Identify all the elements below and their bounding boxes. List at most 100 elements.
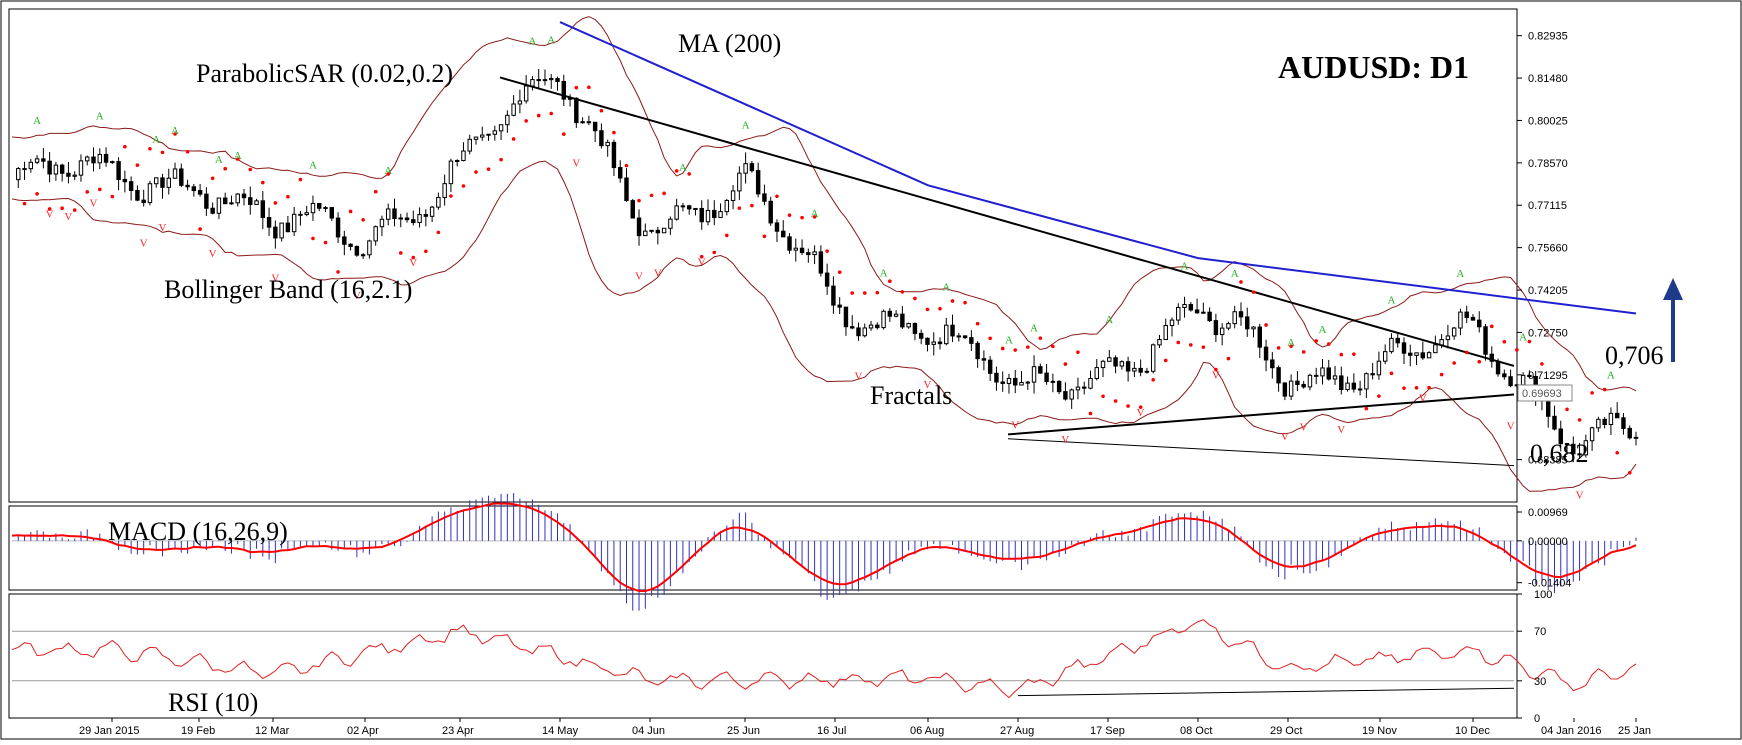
trendline-layer — [499, 76, 1515, 467]
candle-body — [1614, 412, 1620, 419]
candle-body — [22, 168, 27, 171]
candle-body — [1150, 344, 1156, 372]
sar-dot — [1602, 387, 1607, 392]
sar-dot — [662, 191, 666, 196]
candle-body — [1044, 372, 1049, 382]
fractal-up-icon: A — [1105, 314, 1113, 326]
sar-dot — [1126, 404, 1130, 408]
fractal-down-icon: V — [1212, 369, 1220, 381]
candle-body — [987, 359, 993, 374]
candle-body — [1439, 339, 1444, 346]
rsi-tick-label: 70 — [1534, 626, 1546, 638]
sar-dot — [511, 137, 516, 141]
sar-dot — [223, 166, 227, 171]
bollinger-upper — [11, 16, 1637, 392]
candle-body — [762, 193, 767, 202]
up-arrow-icon — [1663, 278, 1683, 362]
sar-dot — [637, 198, 641, 203]
candle-body — [1564, 443, 1570, 446]
sar-dot — [72, 208, 77, 212]
candle-body — [417, 214, 422, 224]
macd-tick-label: -0.01404 — [1528, 578, 1571, 590]
candle-body — [1069, 389, 1074, 400]
macd-label: MACD (16,26,9) — [108, 517, 288, 546]
candle-body — [925, 337, 930, 345]
candle-body — [1339, 375, 1344, 391]
candle-body — [868, 324, 874, 329]
candle-body — [856, 327, 861, 337]
axes-layer: 0.82935 0.81480 0.80025 0.78570 0.77115 0.756… — [79, 31, 1651, 737]
sar-dot — [486, 167, 491, 171]
candle-body — [1063, 391, 1068, 400]
candle-body — [655, 229, 661, 234]
candle-body — [1520, 374, 1526, 386]
rsi-label: RSI (10) — [168, 688, 258, 717]
fractal-up-icon: A — [1387, 294, 1395, 306]
candle-body — [1288, 380, 1294, 397]
sar-dot — [850, 291, 855, 295]
candle-body — [793, 247, 799, 251]
sar-dot — [1389, 371, 1394, 376]
candle-body — [1464, 311, 1469, 318]
candle-body — [956, 335, 962, 338]
sar-dot — [436, 230, 441, 235]
sar-dot — [938, 306, 942, 311]
fractal-down-icon: V — [1576, 490, 1584, 502]
candle-body — [1408, 352, 1413, 356]
candle-body — [310, 202, 316, 214]
sar-dot — [524, 119, 528, 123]
candle-body — [799, 247, 805, 254]
candle-body — [1282, 382, 1288, 397]
candle-body — [705, 209, 711, 223]
sar-dot — [449, 194, 453, 198]
candle-body — [1589, 427, 1595, 442]
x-tick-label: 02 Apr — [347, 725, 379, 737]
candle-body — [1558, 428, 1563, 445]
candle-body — [153, 177, 159, 185]
sar-dot — [1577, 418, 1582, 422]
fractal-up-icon: A — [1181, 261, 1189, 273]
candle-body — [147, 183, 153, 204]
x-tick-label: 08 Oct — [1180, 725, 1212, 737]
x-tick-label: 27 Aug — [1000, 725, 1034, 737]
candle-body — [906, 323, 911, 328]
sar-dot — [123, 144, 127, 149]
candle-body — [643, 230, 648, 237]
candle-body — [1107, 357, 1112, 362]
sar-dot — [1515, 348, 1519, 352]
candle-body — [72, 174, 77, 177]
fractal-down-icon: V — [854, 370, 862, 382]
sar-dot — [336, 270, 340, 274]
candle-body — [1502, 373, 1507, 378]
sar-dot — [173, 132, 177, 136]
candle-body — [1219, 327, 1225, 336]
sar-dot — [1439, 372, 1444, 377]
sar-dot — [687, 172, 691, 176]
candle-body — [329, 207, 335, 219]
candle-body — [737, 172, 742, 192]
sar-dot — [311, 236, 315, 241]
sar-dot — [975, 321, 980, 326]
candle-body — [185, 184, 190, 188]
sar-dot — [1489, 324, 1494, 329]
candle-body — [881, 310, 886, 329]
sar-dot — [1201, 345, 1206, 349]
sar-dot — [286, 194, 290, 199]
candle-body — [624, 177, 629, 202]
sar-dot — [185, 149, 190, 154]
sar-dot — [1477, 359, 1482, 364]
candle-body — [1213, 320, 1219, 336]
sar-dot — [574, 85, 579, 90]
sar-dot — [750, 203, 754, 208]
sar-dot — [323, 240, 328, 245]
candle-body — [1608, 412, 1614, 425]
sar-dot — [1176, 340, 1181, 345]
sar-dot — [1113, 399, 1118, 403]
candle-body — [712, 209, 717, 218]
candle-body — [342, 236, 347, 245]
candle-body — [1232, 311, 1237, 325]
bb-label: Bollinger Band (16,2.1) — [164, 275, 412, 304]
candle-body — [1301, 383, 1306, 388]
candle-body — [122, 178, 128, 183]
candle-body — [636, 217, 642, 237]
